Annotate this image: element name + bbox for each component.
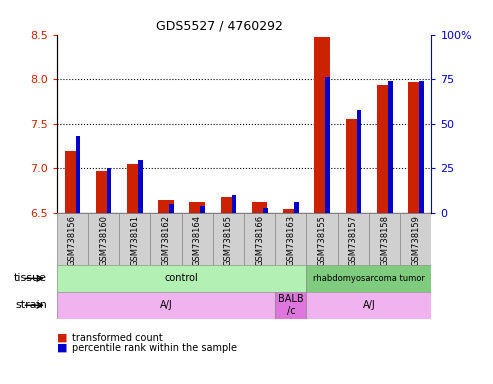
Bar bbox=[75, 136, 80, 213]
Bar bbox=[275, 292, 307, 319]
Bar bbox=[221, 197, 236, 213]
Bar bbox=[325, 78, 330, 213]
Bar bbox=[88, 213, 119, 265]
Bar bbox=[201, 206, 205, 213]
Bar bbox=[307, 265, 431, 292]
Bar bbox=[275, 213, 307, 265]
Bar bbox=[307, 292, 431, 319]
Bar bbox=[307, 213, 338, 265]
Bar bbox=[119, 213, 150, 265]
Bar bbox=[419, 81, 423, 213]
Bar bbox=[65, 151, 80, 213]
Text: GSM738159: GSM738159 bbox=[411, 215, 420, 266]
Bar bbox=[338, 213, 369, 265]
Bar bbox=[400, 213, 431, 265]
Text: transformed count: transformed count bbox=[72, 333, 163, 343]
Bar bbox=[107, 169, 111, 213]
Bar bbox=[138, 160, 142, 213]
Bar bbox=[346, 119, 361, 213]
Text: GSM738155: GSM738155 bbox=[317, 215, 326, 266]
Text: GSM738161: GSM738161 bbox=[130, 215, 139, 266]
Text: GSM738157: GSM738157 bbox=[349, 215, 358, 266]
Bar bbox=[294, 202, 299, 213]
Bar bbox=[283, 209, 299, 213]
Bar bbox=[244, 213, 275, 265]
Bar bbox=[369, 213, 400, 265]
Text: GSM738162: GSM738162 bbox=[162, 215, 171, 266]
Bar bbox=[263, 208, 268, 213]
Bar bbox=[388, 81, 392, 213]
Bar bbox=[158, 200, 174, 213]
Text: BALB
/c: BALB /c bbox=[278, 295, 304, 316]
Text: GSM738165: GSM738165 bbox=[224, 215, 233, 266]
Text: GSM738160: GSM738160 bbox=[99, 215, 108, 266]
Text: GSM738164: GSM738164 bbox=[193, 215, 202, 266]
Bar bbox=[189, 202, 205, 213]
Bar bbox=[57, 265, 307, 292]
Bar bbox=[150, 213, 181, 265]
Bar bbox=[356, 109, 361, 213]
Bar bbox=[377, 86, 392, 213]
Text: GSM738158: GSM738158 bbox=[380, 215, 389, 266]
Bar bbox=[408, 82, 423, 213]
Bar bbox=[252, 202, 267, 213]
Bar bbox=[169, 204, 174, 213]
Text: rhabdomyosarcoma tumor: rhabdomyosarcoma tumor bbox=[313, 274, 425, 283]
Text: GSM738166: GSM738166 bbox=[255, 215, 264, 266]
Bar bbox=[57, 292, 275, 319]
Text: ■: ■ bbox=[57, 343, 67, 353]
Bar bbox=[315, 37, 330, 213]
Bar bbox=[232, 195, 236, 213]
Text: percentile rank within the sample: percentile rank within the sample bbox=[72, 343, 238, 353]
Text: ■: ■ bbox=[57, 333, 67, 343]
Text: GSM738156: GSM738156 bbox=[68, 215, 77, 266]
Bar bbox=[96, 171, 111, 213]
Text: A/J: A/J bbox=[160, 300, 173, 310]
Bar bbox=[127, 164, 142, 213]
Text: GDS5527 / 4760292: GDS5527 / 4760292 bbox=[156, 19, 283, 32]
Text: A/J: A/J bbox=[362, 300, 375, 310]
Text: tissue: tissue bbox=[14, 273, 47, 283]
Bar bbox=[181, 213, 213, 265]
Text: control: control bbox=[165, 273, 199, 283]
Text: GSM738163: GSM738163 bbox=[286, 215, 295, 266]
Bar bbox=[213, 213, 244, 265]
Bar bbox=[57, 213, 88, 265]
Text: strain: strain bbox=[15, 300, 47, 310]
